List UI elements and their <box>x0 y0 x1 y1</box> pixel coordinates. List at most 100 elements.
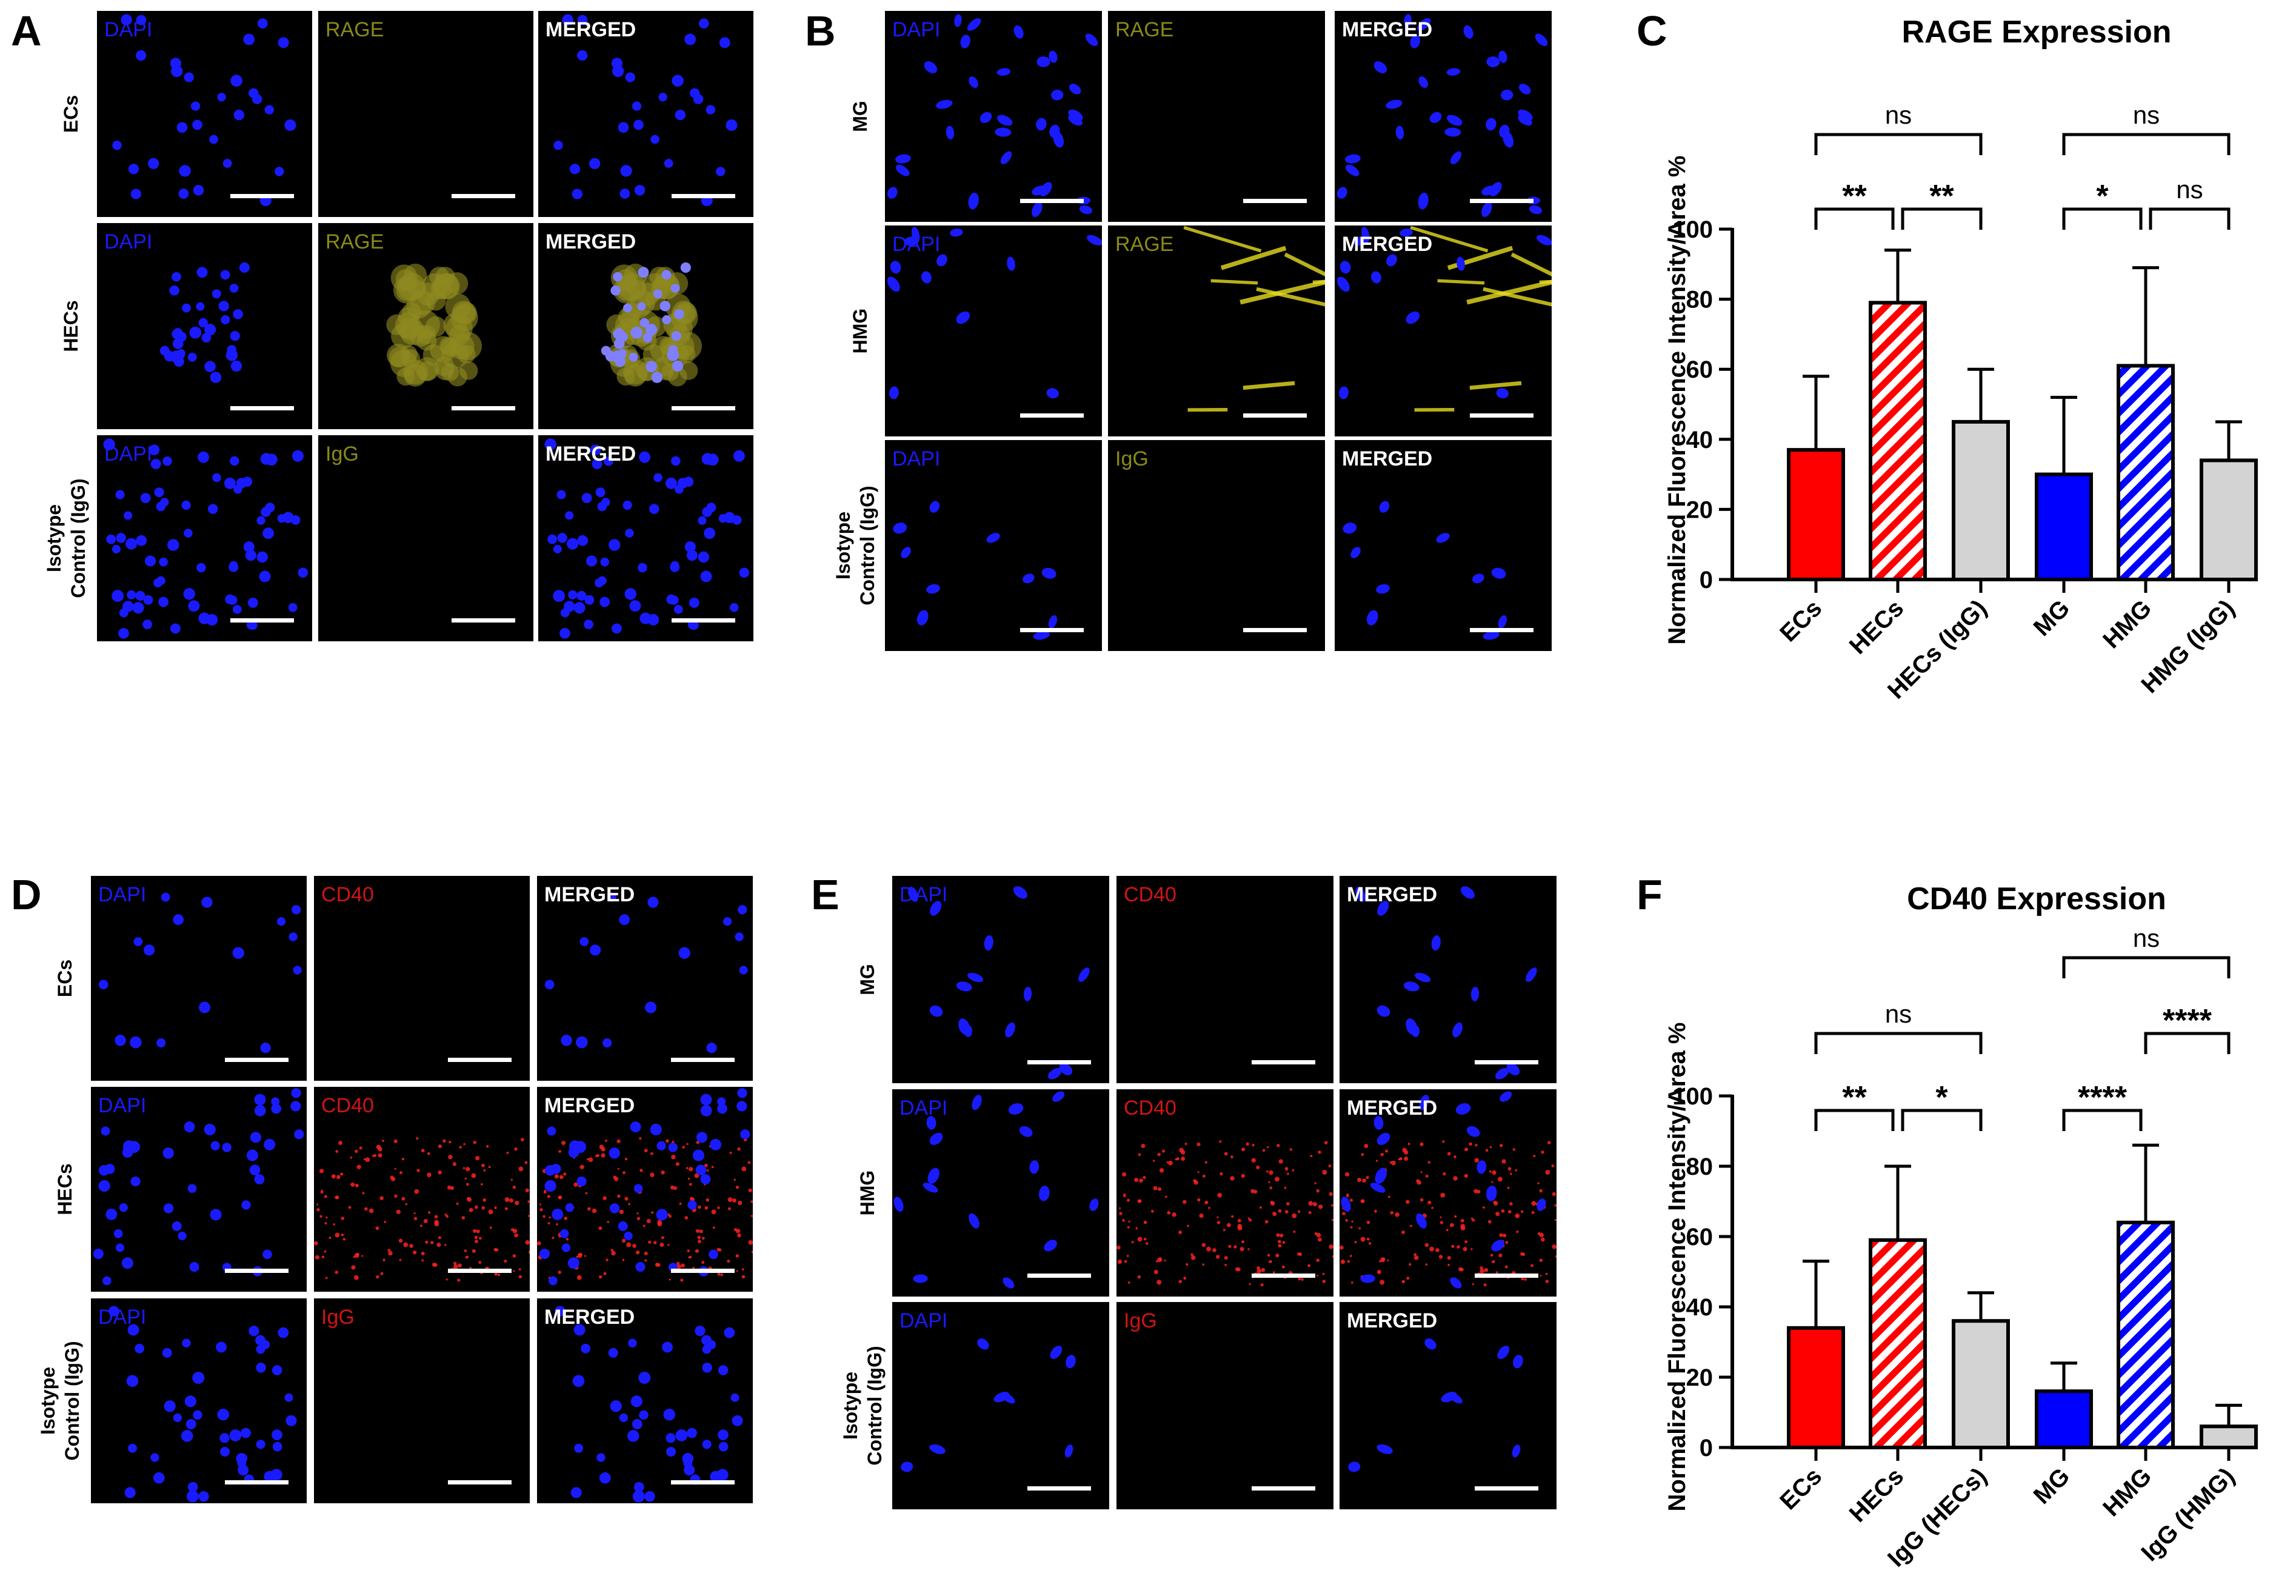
nucleus <box>572 1375 585 1387</box>
stain-speckle <box>1193 1179 1197 1183</box>
stain-speckle <box>1495 1271 1498 1274</box>
stain-speckle <box>432 1263 436 1267</box>
nucleus <box>218 301 229 312</box>
bar-ecs <box>1787 448 1845 582</box>
stain-speckle <box>405 1203 408 1206</box>
nucleus <box>1500 1091 1512 1102</box>
stain-speckle <box>566 1238 569 1241</box>
stain-speckle <box>399 1258 402 1261</box>
stain-speckle <box>1366 1220 1370 1224</box>
scale-bar <box>1470 199 1533 203</box>
nucleus <box>609 1203 620 1214</box>
stain-speckle <box>1521 1277 1524 1281</box>
nucleus <box>113 1229 123 1238</box>
nucleus <box>1036 56 1050 67</box>
nucleus <box>1417 18 1431 31</box>
nucleus <box>739 567 750 578</box>
nucleus <box>1446 115 1463 126</box>
stain-speckle <box>1308 1211 1312 1215</box>
stain-speckle <box>462 1167 466 1170</box>
nucleus <box>254 1093 266 1106</box>
chart-title: RAGE Expression <box>1901 15 2171 50</box>
stain-speckle <box>372 1155 375 1157</box>
panel-letter: B <box>805 7 836 55</box>
nucleus <box>103 438 115 450</box>
stain-speckle <box>488 1166 491 1169</box>
stain-speckle <box>1269 1260 1272 1263</box>
stain-speckle <box>1308 1201 1313 1206</box>
stain-speckle <box>1474 1158 1479 1163</box>
nucleus <box>187 1184 197 1194</box>
nucleus <box>154 487 164 498</box>
nucleus <box>172 329 182 339</box>
stain-speckle <box>1247 1248 1250 1250</box>
nucleus <box>182 1338 191 1347</box>
stain-speckle <box>1492 1170 1497 1175</box>
nucleus <box>675 1429 688 1441</box>
nucleus <box>275 167 284 176</box>
nucleus <box>632 1490 645 1503</box>
stain-speckle <box>331 1174 336 1179</box>
y-tick-label: 60 <box>1686 356 1714 383</box>
stain-speckle <box>1153 1186 1158 1190</box>
stain-speckle <box>409 1244 413 1248</box>
stain-blob <box>459 361 478 380</box>
nucleus <box>193 185 204 196</box>
stain-speckle <box>646 1219 651 1224</box>
nucleus <box>1340 261 1351 274</box>
nucleus <box>128 1443 138 1453</box>
stain-speckle <box>338 1140 343 1145</box>
stain-speckle <box>1202 1263 1205 1266</box>
nucleus <box>1410 35 1420 48</box>
nucleus <box>1403 981 1420 992</box>
channel-label: RAGE <box>1115 233 1173 256</box>
nucleus <box>122 601 134 612</box>
stain-speckle <box>675 1162 680 1166</box>
stain-speckle <box>1438 1255 1443 1259</box>
stain-speckle <box>1249 1218 1252 1222</box>
stain-speckle <box>1498 1177 1503 1182</box>
nucleus <box>130 1036 142 1049</box>
stain-speckle <box>1469 1142 1472 1146</box>
stain-speckle <box>513 1270 515 1272</box>
stain-speckle <box>1360 1237 1366 1242</box>
significance-label: ns <box>1885 1000 1912 1028</box>
stain-speckle <box>325 1216 328 1219</box>
nucleus <box>577 50 588 61</box>
nucleus <box>678 947 690 959</box>
nucleus <box>739 966 748 975</box>
nucleus <box>673 604 683 614</box>
nucleus <box>630 326 643 339</box>
nucleus <box>220 270 230 280</box>
stain-speckle <box>1401 1230 1405 1235</box>
scale-bar <box>448 1480 512 1484</box>
bar-hmg-igg <box>2200 458 2258 581</box>
stain-speckle <box>748 1188 753 1192</box>
nucleus <box>893 1197 904 1212</box>
nucleus <box>670 284 680 293</box>
nucleus <box>1059 1063 1073 1075</box>
nucleus <box>219 1433 230 1443</box>
nucleus <box>230 331 240 341</box>
stain-speckle <box>561 1140 566 1145</box>
nucleus <box>718 1441 729 1452</box>
stain-speckle <box>1240 1247 1244 1252</box>
nucleus <box>261 507 271 518</box>
stain-speckle <box>518 1275 522 1279</box>
stain-speckle <box>1507 1210 1512 1214</box>
nucleus <box>576 1176 587 1187</box>
stain-speckle <box>1515 1213 1520 1218</box>
stain-speckle <box>701 1261 705 1264</box>
nucleus <box>656 1141 666 1150</box>
panel-letter: C <box>1637 7 1667 55</box>
nucleus <box>630 1395 642 1407</box>
nucleus <box>544 1165 556 1176</box>
nucleus <box>596 1453 606 1462</box>
stain-speckle <box>416 1169 420 1172</box>
stain-speckle <box>1500 1144 1503 1147</box>
stain-speckle <box>1447 1263 1450 1266</box>
nucleus <box>1007 256 1015 271</box>
scale-bar <box>1243 413 1307 418</box>
stain-speckle <box>622 1171 626 1175</box>
nucleus <box>239 262 250 273</box>
